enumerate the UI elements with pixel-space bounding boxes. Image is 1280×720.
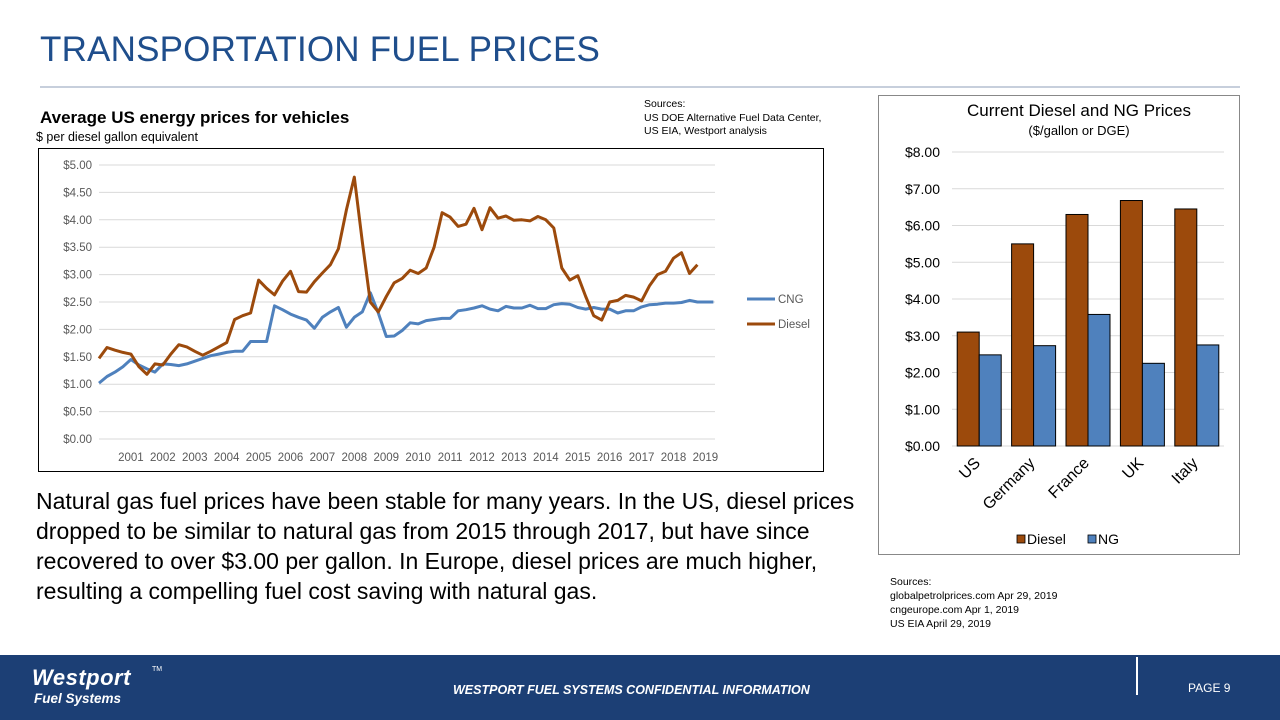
bar-diesel-france — [1065, 213, 1089, 447]
x-tick-label: UK — [1119, 455, 1147, 483]
legend-swatch — [1016, 534, 1026, 544]
y-tick-label: $3.00 — [905, 328, 940, 344]
y-tick-label: $0.00 — [905, 438, 940, 454]
left-chart-subtitle: $ per diesel gallon equivalent — [36, 130, 198, 144]
x-tick-label: 2001 — [118, 452, 144, 464]
y-tick-label: $0.50 — [63, 407, 92, 419]
sources-top-line: US DOE Alternative Fuel Data Center, — [644, 111, 822, 124]
x-tick-label: 2012 — [469, 452, 495, 464]
legend-label: Diesel — [1027, 531, 1066, 547]
x-tick-label: 2002 — [150, 452, 176, 464]
legend-label: CNG — [778, 294, 804, 306]
bar-chart-title: Current Diesel and NG Prices — [967, 101, 1191, 120]
x-tick-label: Germany — [980, 455, 1039, 514]
y-tick-label: $4.00 — [63, 215, 92, 227]
y-tick-label: $3.50 — [63, 242, 92, 254]
y-tick-label: $8.00 — [905, 144, 940, 160]
series-line-diesel — [97, 175, 699, 376]
westport-logo-wordmark: Westport — [32, 665, 131, 690]
x-tick-label: 2009 — [373, 452, 399, 464]
y-tick-label: $5.00 — [905, 254, 940, 270]
sources-bottom: Sources: globalpetrolprices.com Apr 29, … — [890, 575, 1058, 631]
sources-top-line: Sources: — [644, 98, 686, 110]
y-tick-label: $4.50 — [63, 187, 92, 199]
x-tick-label: 2004 — [214, 452, 240, 464]
title-divider — [40, 86, 1240, 88]
page-number: PAGE 9 — [1188, 681, 1231, 695]
line-chart: $0.00 $0.50 $1.00 $1.50 $2.00 $2.50 $3.00 $3.50… — [63, 160, 810, 464]
legend-swatch — [1087, 534, 1097, 544]
footer-divider — [1136, 657, 1138, 695]
summary-paragraph: Natural gas fuel prices have been stable… — [36, 488, 855, 604]
westport-logo-subline: Fuel Systems — [34, 691, 122, 706]
bar-ng-uk — [1141, 362, 1165, 447]
y-tick-label: $2.00 — [905, 365, 940, 381]
sources-top-line: US EIA, Westport analysis — [644, 125, 767, 137]
x-tick-label: 2014 — [533, 452, 559, 464]
logo-trademark: TM — [152, 666, 163, 673]
sources-bottom-line: globalpetrolprices.com Apr 29, 2019 — [890, 590, 1058, 602]
y-tick-label: $1.50 — [63, 352, 92, 364]
y-tick-label: $2.00 — [63, 324, 92, 336]
y-tick-label: $6.00 — [905, 218, 940, 234]
bar-ng-us — [978, 354, 1002, 447]
line-chart-frame: $0.00 $0.50 $1.00 $1.50 $2.00 $2.50 $3.00 $3.50… — [38, 148, 824, 472]
sources-bottom-line: US EIA April 29, 2019 — [890, 618, 991, 630]
series-line-cng — [98, 291, 714, 385]
y-tick-label: $1.00 — [905, 401, 940, 417]
footer-bar: Westport TM Fuel Systems WESTPORT FUEL S… — [0, 655, 1280, 720]
x-tick-label: 2013 — [501, 452, 527, 464]
x-tick-label: 2011 — [438, 452, 463, 464]
y-tick-label: $3.00 — [63, 270, 92, 282]
x-tick-label: 2015 — [565, 452, 591, 464]
bar-diesel-italy — [1174, 208, 1198, 447]
y-tick-label: $1.00 — [63, 379, 92, 391]
x-tick-label: 2010 — [405, 452, 431, 464]
x-tick-label: 2019 — [693, 452, 719, 464]
y-tick-label: $2.50 — [63, 297, 92, 309]
sources-bottom-line: Sources: — [890, 576, 932, 588]
left-chart-title: Average US energy prices for vehicles — [40, 108, 350, 127]
bar-ng-italy — [1196, 344, 1220, 447]
y-tick-label: $7.00 — [905, 181, 940, 197]
x-tick-label: 2006 — [278, 452, 304, 464]
x-tick-label: Italy — [1169, 455, 1202, 488]
bar-chart-subtitle: ($/gallon or DGE) — [1028, 123, 1129, 138]
y-tick-label: $5.00 — [63, 160, 92, 172]
x-tick-label: 2016 — [597, 452, 623, 464]
bar-diesel-germany — [1011, 243, 1035, 447]
sources-bottom-line: cngeurope.com Apr 1, 2019 — [890, 604, 1020, 616]
y-tick-label: $0.00 — [63, 434, 92, 446]
bar-ng-france — [1087, 313, 1111, 447]
x-tick-label: France — [1046, 455, 1093, 502]
bar-diesel-us — [956, 331, 980, 447]
legend-label: NG — [1098, 531, 1119, 547]
x-tick-label: 2008 — [342, 452, 368, 464]
confidential-notice: WESTPORT FUEL SYSTEMS CONFIDENTIAL INFOR… — [453, 683, 810, 697]
x-tick-label: US — [956, 455, 984, 483]
bar-chart: Current Diesel and NG Prices ($/gallon or… — [905, 101, 1224, 547]
bar-ng-germany — [1033, 345, 1057, 447]
y-tick-label: $4.00 — [905, 291, 940, 307]
x-tick-label: 2005 — [246, 452, 272, 464]
x-tick-label: 2018 — [661, 452, 687, 464]
page-title: TRANSPORTATION FUEL PRICES — [40, 30, 601, 69]
bar-diesel-uk — [1119, 200, 1143, 447]
x-tick-label: 2017 — [629, 452, 655, 464]
bar-chart-frame: Current Diesel and NG Prices ($/gallon or… — [878, 95, 1240, 555]
sources-top: Sources: US DOE Alternative Fuel Data Ce… — [644, 98, 821, 139]
legend-label: Diesel — [778, 319, 810, 331]
x-tick-label: 2003 — [182, 452, 208, 464]
x-tick-label: 2007 — [310, 452, 336, 464]
